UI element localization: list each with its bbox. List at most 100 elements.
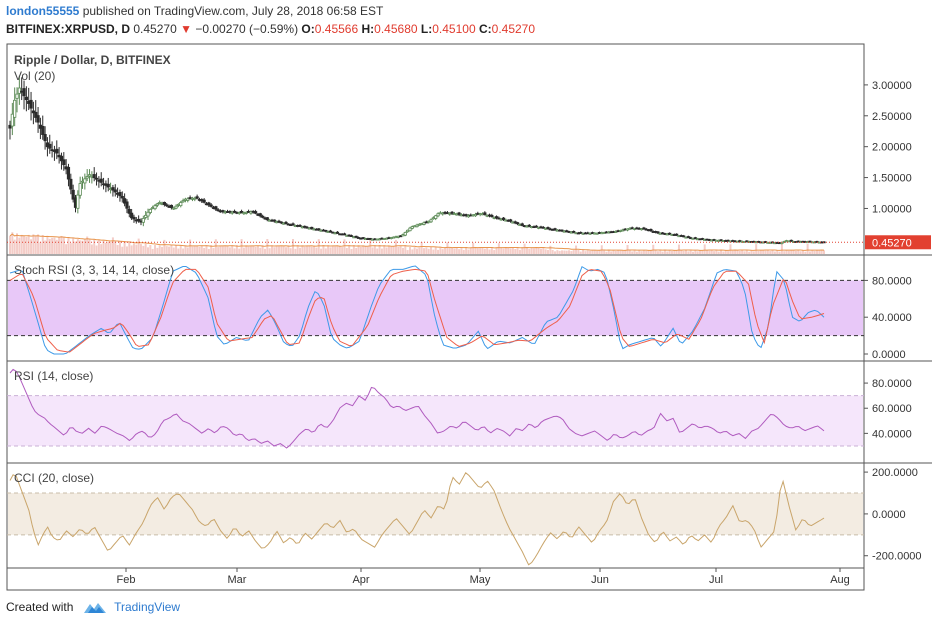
volume-bar — [619, 250, 622, 254]
volume-bar — [81, 240, 84, 254]
volume-bar — [432, 249, 435, 254]
indicator-tick-label: 60.0000 — [872, 403, 912, 415]
volume-bar — [823, 250, 825, 254]
volume-bar — [310, 246, 313, 254]
candle-body — [324, 229, 328, 232]
publish-info: london55555 published on TradingView.com… — [6, 4, 383, 18]
volume-bar — [612, 250, 615, 254]
volume-bar — [624, 250, 627, 254]
volume-bar — [69, 243, 72, 254]
volume-bar — [677, 244, 680, 254]
indicator-series-line — [9, 368, 825, 449]
volume-bar — [647, 250, 650, 254]
volume-bar — [736, 250, 739, 254]
volume-bar — [399, 245, 402, 254]
volume-bar — [504, 247, 507, 254]
candle-body — [450, 211, 454, 214]
x-tick-label: Aug — [830, 574, 850, 586]
volume-bar — [490, 247, 493, 254]
volume-bar — [776, 250, 779, 254]
indicator-tick-label: -200.0000 — [872, 551, 922, 563]
candle-body — [682, 235, 686, 238]
volume-bar — [331, 245, 334, 254]
candle-body — [22, 88, 26, 97]
volume-bar — [568, 250, 571, 254]
volume-bar — [53, 237, 56, 254]
candle-body — [92, 174, 96, 179]
price-tick-label: 2.00000 — [872, 142, 912, 154]
candle-body — [85, 176, 89, 179]
volume-bar — [493, 250, 496, 254]
candle-body — [258, 213, 262, 217]
candle-body — [232, 210, 237, 213]
volume-bar — [673, 250, 676, 254]
volume-bar — [801, 250, 804, 254]
footer: Created with TradingView — [6, 599, 180, 615]
volume-bar — [528, 248, 531, 254]
volume-bar — [371, 247, 374, 254]
volume-bar — [359, 246, 362, 254]
volume-bar — [708, 250, 711, 254]
volume-bar — [689, 250, 692, 254]
volume-bar — [535, 247, 538, 254]
volume-bar — [154, 245, 157, 254]
candle-body — [99, 178, 103, 183]
author-link[interactable]: london55555 — [6, 4, 80, 18]
volume-bar — [387, 245, 390, 254]
volume-bar — [699, 250, 702, 254]
volume-bar — [652, 244, 655, 254]
volume-bar — [757, 250, 760, 254]
volume-bar — [282, 245, 285, 254]
volume-bar — [100, 244, 103, 254]
volume-bar — [530, 247, 533, 254]
volume-bar — [179, 245, 182, 254]
candle-body — [560, 229, 564, 232]
volume-bar — [147, 247, 150, 254]
created-with-text: Created with — [6, 600, 74, 614]
indicator-band — [8, 493, 863, 535]
volume-bar — [654, 250, 657, 254]
volume-bar — [338, 245, 341, 254]
tradingview-brand-link[interactable]: TradingView — [114, 600, 181, 614]
volume-bar — [214, 239, 217, 254]
volume-bar — [139, 244, 142, 254]
volume-bar — [39, 242, 42, 254]
volume-bar — [97, 239, 100, 254]
volume-bar — [261, 245, 264, 254]
volume-bar — [109, 242, 112, 254]
volume-bar — [741, 250, 744, 254]
volume-bar — [483, 248, 486, 254]
candle-body — [520, 223, 524, 226]
candle-body — [473, 214, 478, 217]
volume-bar — [437, 249, 440, 254]
volume-bar — [734, 250, 737, 254]
volume-bar — [546, 250, 549, 254]
volume-bar — [694, 250, 697, 254]
volume-bar — [430, 247, 433, 254]
candle-body — [541, 226, 545, 229]
candle-body — [186, 198, 190, 201]
volume-bar — [27, 234, 30, 254]
volume-bar — [184, 245, 187, 254]
volume-bar — [778, 251, 781, 254]
volume-bar — [661, 251, 664, 254]
volume-bar — [638, 250, 641, 254]
candle-body — [15, 93, 19, 99]
volume-bar — [815, 250, 818, 254]
volume-bar — [303, 246, 306, 254]
candle-body — [158, 202, 162, 204]
candle-body — [137, 218, 141, 222]
candle-body — [209, 204, 213, 207]
candle-body — [94, 177, 99, 180]
volume-bar — [659, 250, 662, 254]
volume-bar — [401, 247, 404, 254]
candle-body — [87, 174, 92, 177]
candle-body — [789, 239, 793, 242]
volume-bar — [724, 250, 727, 254]
volume-bar — [334, 246, 337, 254]
volume-bar — [186, 247, 189, 254]
volume-bar — [158, 245, 161, 254]
volume-bar — [794, 250, 797, 254]
candle-body — [181, 200, 185, 203]
